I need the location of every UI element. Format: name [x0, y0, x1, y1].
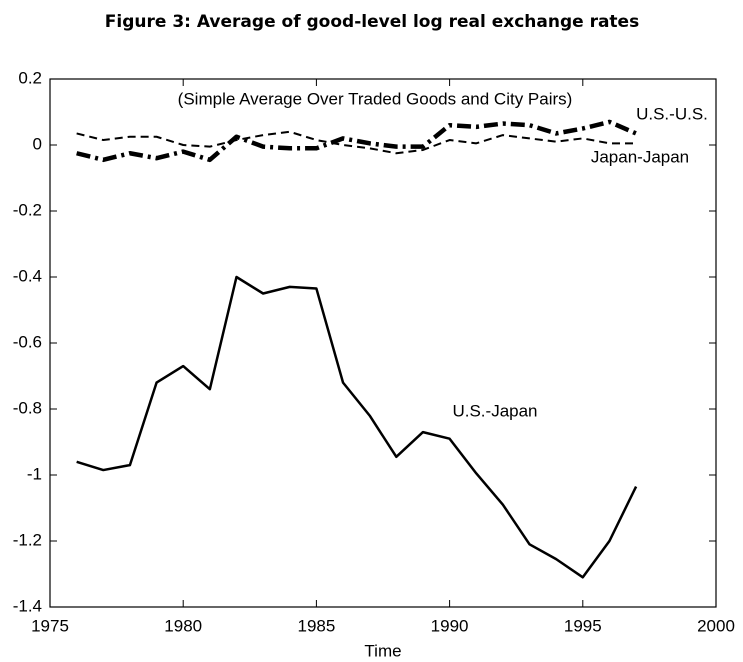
y-tick-label: -1.2 [13, 530, 42, 549]
y-tick-label: -1 [27, 464, 42, 483]
x-tick-label: 1985 [297, 616, 335, 635]
y-tick-label: -0.2 [13, 200, 42, 219]
x-tick-label: 2000 [697, 616, 735, 635]
x-axis-label: Time [364, 641, 401, 660]
y-tick-label: -0.6 [13, 332, 42, 351]
y-tick-label: -0.4 [13, 266, 42, 285]
series-label: U.S.-Japan [452, 401, 537, 420]
y-tick-label: -1.4 [13, 596, 42, 615]
series-label: U.S.-U.S. [636, 104, 708, 123]
x-tick-label: 1975 [31, 616, 69, 635]
x-tick-label: 1990 [431, 616, 469, 635]
series-line [76, 119, 637, 163]
chart-title: Figure 3: Average of good-level log real… [105, 12, 639, 32]
y-tick-label: -0.8 [13, 398, 42, 417]
x-tick-label: 1980 [164, 616, 202, 635]
y-tick-label: 0 [33, 134, 42, 153]
series-label: Japan-Japan [591, 147, 689, 166]
y-tick-label: 0.2 [18, 68, 42, 87]
series-line [76, 130, 637, 155]
series-line [76, 275, 638, 579]
annotation: (Simple Average Over Traded Goods and Ci… [178, 89, 573, 108]
x-tick-label: 1995 [564, 616, 602, 635]
